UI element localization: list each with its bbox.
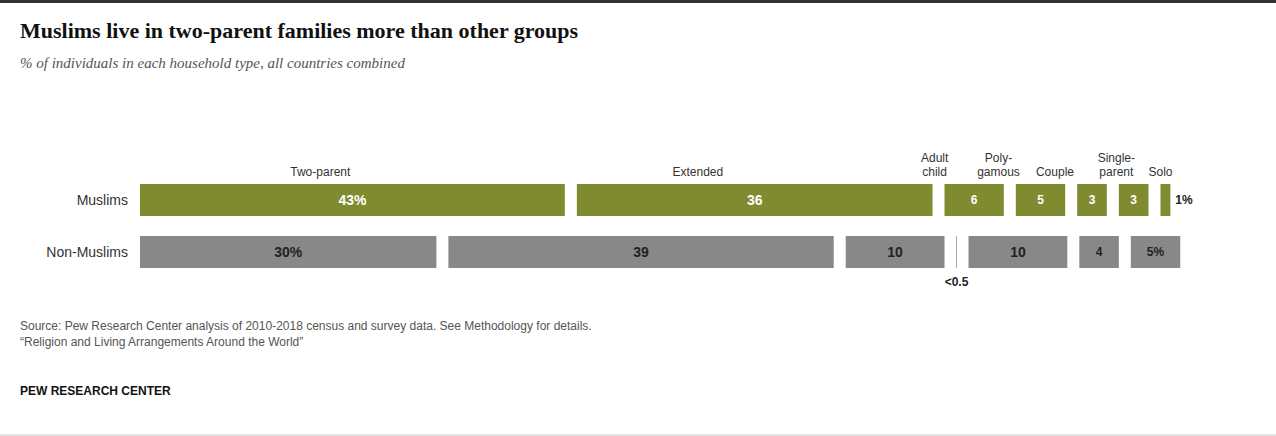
data-label: 10 [1010, 244, 1026, 260]
data-label: 30% [274, 244, 303, 260]
bar-segment [945, 184, 1004, 216]
segment-header: Couple [1036, 165, 1074, 179]
top-rule [0, 0, 1276, 3]
segment-header: Solo [1148, 165, 1172, 179]
bar-segment [140, 184, 565, 216]
labels: Muslims Non-Muslims 43% 36 6 5 3 3 1% 30% 39 10 <0.5… [46, 151, 1193, 289]
data-label: 1% [1175, 193, 1193, 207]
bars [140, 184, 1180, 268]
bar-segment [577, 184, 933, 216]
bar-segment [846, 236, 945, 268]
subtitle: % of individuals in each household type,… [20, 55, 405, 71]
data-label: 5% [1147, 245, 1165, 259]
segment-header: Single-parent [1098, 151, 1135, 179]
data-label: 36 [747, 192, 763, 208]
source: Source: Pew Research Center analysis of … [20, 319, 592, 349]
bar-segment [1016, 184, 1065, 216]
bar-segment [969, 236, 1068, 268]
bar-segment [1131, 236, 1180, 268]
segment-header: Poly-gamous [977, 151, 1020, 179]
bar-segment [1079, 236, 1119, 268]
row-label: Muslims [77, 192, 128, 208]
bar-segment [1160, 184, 1170, 216]
data-label: 6 [971, 193, 978, 207]
bar-segment [1119, 184, 1149, 216]
data-label: 3 [1130, 193, 1137, 207]
bar-segment [448, 236, 833, 268]
bar-segment [1077, 184, 1107, 216]
chart: Muslims live in two-parent families more… [0, 0, 1276, 436]
segment-header: Adultchild [921, 151, 949, 179]
title: Muslims live in two-parent families more… [20, 18, 579, 43]
row-label: Non-Muslims [46, 244, 128, 260]
data-label: 4 [1096, 245, 1103, 259]
bottom-rule [0, 435, 1276, 436]
data-label: <0.5 [945, 275, 969, 289]
data-label: 3 [1089, 193, 1096, 207]
data-label: 5 [1037, 193, 1044, 207]
data-label: 43% [338, 192, 367, 208]
data-label: 10 [887, 244, 903, 260]
footer: PEW RESEARCH CENTER [20, 384, 171, 398]
bar-segment [140, 236, 436, 268]
zero-segment [956, 236, 957, 268]
segment-header: Two-parent [290, 165, 351, 179]
segment-header: Extended [673, 165, 724, 179]
data-label: 39 [633, 244, 649, 260]
